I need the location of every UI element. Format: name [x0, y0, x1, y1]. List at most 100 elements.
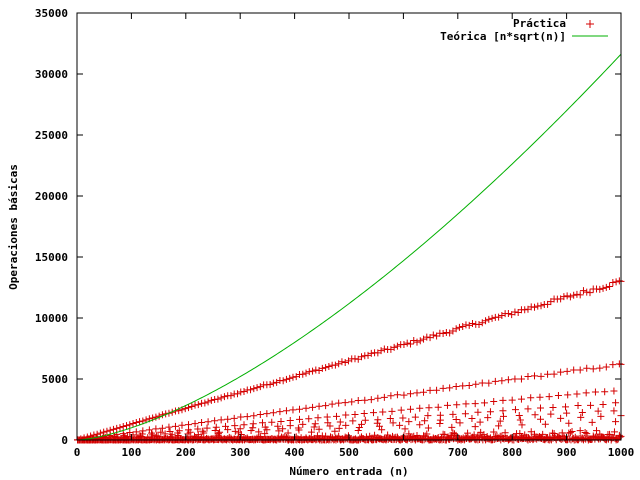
- practica-point: [601, 388, 609, 396]
- practica-point: [456, 419, 464, 427]
- practica-point: [452, 431, 460, 439]
- practica-point: [425, 404, 433, 412]
- practica-point: [199, 427, 207, 435]
- practica-point: [220, 393, 228, 401]
- practica-point: [200, 429, 208, 437]
- practica-point: [517, 395, 525, 403]
- practica-point: [255, 428, 263, 436]
- practica-point: [563, 409, 571, 417]
- practica-point: [263, 426, 271, 434]
- practica-point: [367, 349, 375, 357]
- practica-point: [562, 403, 570, 411]
- practica-point: [436, 420, 444, 427]
- legend-label-teorica: Teórica [n*sqrt(n)]: [440, 30, 566, 43]
- practica-point: [318, 364, 326, 372]
- practica-point: [574, 401, 582, 409]
- practica-point: [335, 424, 343, 432]
- practica-point: [461, 410, 469, 418]
- practica-point: [544, 370, 552, 378]
- practica-point: [315, 402, 323, 410]
- practica-point: [103, 427, 111, 435]
- practica-point: [203, 424, 211, 432]
- practica-point: [576, 366, 584, 374]
- practica-point: [471, 423, 479, 431]
- practica-point: [322, 402, 330, 410]
- practica-point: [393, 342, 401, 350]
- practica-point: [482, 317, 490, 325]
- practica-point: [446, 384, 454, 392]
- practica-point: [171, 422, 179, 430]
- practica-point: [410, 337, 418, 345]
- practica-point: [511, 375, 519, 383]
- practica-point: [448, 423, 456, 431]
- practica-point: [157, 428, 165, 436]
- practica-point: [573, 290, 581, 298]
- practica-point: [275, 427, 283, 435]
- legend-marker-practica: [586, 20, 594, 28]
- practica-point: [499, 412, 507, 420]
- practica-point: [464, 429, 472, 437]
- practica-point: [274, 422, 282, 430]
- practica-point: [389, 419, 397, 427]
- practica-point: [527, 394, 535, 402]
- practica-point: [599, 284, 607, 292]
- practica-point: [558, 429, 566, 437]
- practica-point: [485, 379, 493, 387]
- practica-point: [322, 364, 330, 372]
- practica-point: [355, 423, 363, 431]
- practica-point: [397, 406, 405, 414]
- practica-point: [490, 428, 498, 436]
- practica-point: [609, 279, 617, 287]
- practica-point: [423, 333, 431, 341]
- practica-point: [295, 405, 303, 413]
- practica-point: [453, 401, 461, 409]
- practica-point: [524, 405, 532, 413]
- practica-point: [282, 375, 290, 383]
- y-tick-label: 0: [61, 434, 68, 447]
- practica-point: [588, 418, 596, 426]
- practica-point: [302, 404, 310, 412]
- practica-point: [443, 401, 451, 409]
- practica-point: [541, 420, 549, 428]
- practica-point: [516, 429, 524, 437]
- practica-point: [259, 419, 267, 427]
- practica-point: [233, 390, 241, 398]
- practica-point: [459, 323, 467, 331]
- x-tick-label: 300: [230, 446, 250, 459]
- practica-point: [178, 421, 186, 429]
- legend: Práctica Teórica [n*sqrt(n)]: [440, 17, 608, 43]
- practica-point: [266, 381, 274, 389]
- practica-point: [243, 413, 251, 421]
- practica-point: [449, 410, 457, 418]
- practica-point: [349, 417, 357, 425]
- practica-point: [434, 403, 442, 411]
- practica-point: [302, 369, 310, 377]
- practica-point: [165, 423, 173, 431]
- practica-point: [583, 364, 591, 372]
- practica-point: [411, 413, 419, 421]
- practica-point: [554, 391, 562, 399]
- practica-point: [516, 416, 524, 424]
- practica-point: [390, 343, 398, 351]
- practica-point: [310, 423, 318, 431]
- practica-point: [367, 396, 375, 404]
- practica-point: [421, 417, 429, 425]
- practica-point: [282, 407, 290, 415]
- practica-point: [369, 409, 377, 417]
- practica-point: [341, 399, 349, 407]
- practica-point: [436, 416, 444, 424]
- practica-point: [237, 388, 245, 396]
- practica-point: [612, 399, 620, 407]
- practica-point: [276, 408, 284, 416]
- practica-point: [545, 393, 553, 401]
- practica-point: [471, 400, 479, 408]
- x-tick-label: 400: [285, 446, 305, 459]
- practica-point: [309, 367, 317, 375]
- practica-point: [256, 411, 264, 419]
- practica-point: [184, 430, 192, 438]
- practica-point: [348, 398, 356, 406]
- practica-point: [256, 383, 264, 391]
- practica-point: [462, 400, 470, 408]
- practica-point: [423, 430, 431, 438]
- practica-point: [214, 430, 222, 438]
